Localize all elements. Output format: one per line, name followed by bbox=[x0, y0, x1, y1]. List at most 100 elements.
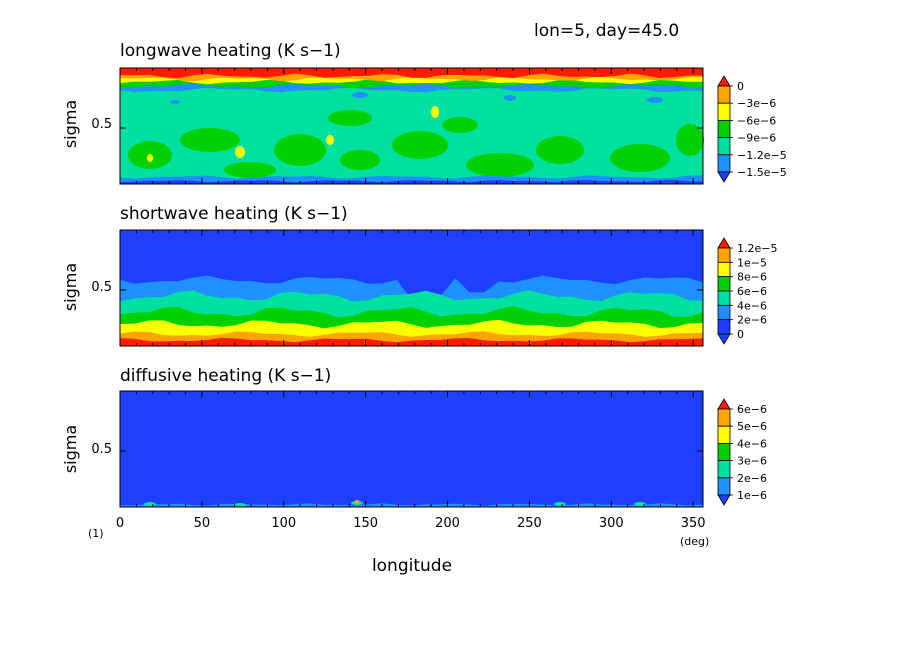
colorbar-label: 6e−6 bbox=[737, 403, 767, 416]
colorbar-extend-top bbox=[717, 398, 731, 410]
colorbar-diffusive: 6e−6 5e−6 4e−6 3e−6 2e−6 1e−6 bbox=[717, 398, 767, 506]
panel-title-longwave: longwave heating (K s−1) bbox=[120, 41, 341, 61]
contour-blob bbox=[352, 92, 368, 98]
contour-blob bbox=[147, 154, 153, 162]
plot-frame bbox=[119, 229, 704, 347]
x-tick-label: 150 bbox=[353, 516, 378, 531]
ylabel-diffusive: sigma bbox=[61, 425, 80, 473]
colorbar-extend-top bbox=[717, 237, 731, 249]
panel-title-shortwave: shortwave heating (K s−1) bbox=[120, 204, 348, 224]
x-tick-labels: 0 50 100 150 200 250 300 350 bbox=[116, 516, 706, 531]
plot-area-longwave bbox=[119, 67, 704, 185]
x-unit-label: (deg) bbox=[680, 535, 709, 548]
colorbar-label: 1e−6 bbox=[737, 489, 767, 502]
x-tick-label: 250 bbox=[517, 516, 542, 531]
contour-band bbox=[120, 179, 703, 184]
colorbar-label: 4e−6 bbox=[737, 437, 767, 450]
plot-frame bbox=[119, 67, 704, 185]
contour-blob bbox=[224, 162, 276, 178]
colorbar-segment bbox=[717, 247, 731, 263]
contour-blob bbox=[431, 106, 439, 118]
plot-area-diffusive bbox=[119, 390, 704, 508]
colorbar-segment bbox=[717, 276, 731, 292]
contour-blob bbox=[326, 135, 334, 145]
contour-blob bbox=[180, 128, 240, 152]
contour-band bbox=[120, 68, 703, 79]
contour-blob bbox=[340, 150, 380, 170]
colorbar-label: 0 bbox=[737, 328, 744, 341]
x-tick-label: 300 bbox=[599, 516, 624, 531]
colorbar-label: 6e−6 bbox=[737, 285, 767, 298]
colorbar-segment bbox=[717, 120, 731, 139]
colorbar-extend-top bbox=[717, 75, 731, 87]
colorbar-label: −3e−6 bbox=[737, 97, 776, 110]
x-axis-label: longitude bbox=[372, 556, 452, 576]
colorbar-label: −1.2e−5 bbox=[737, 149, 787, 162]
ytick-diffusive: 0.5 bbox=[91, 442, 112, 457]
contour-blob bbox=[170, 100, 180, 104]
colorbar-shortwave: 1.2e−51e−5 8e−66e−64e−6 2e−60 bbox=[717, 237, 777, 345]
panel-index-label: (1) bbox=[88, 527, 104, 540]
colorbar-label: 3e−6 bbox=[737, 455, 767, 468]
contour-band bbox=[120, 337, 703, 346]
plot-area-shortwave bbox=[119, 229, 704, 347]
field-background bbox=[120, 391, 703, 507]
colorbar-label: 5e−6 bbox=[737, 420, 767, 433]
colorbar-label: 1.2e−5 bbox=[737, 242, 777, 255]
contour-blob bbox=[647, 97, 663, 103]
colorbar-segment bbox=[717, 319, 731, 335]
contour-blob bbox=[234, 503, 246, 507]
panel-longwave: longwave heating (K s−1) sigma 0.5 0 −3e−… bbox=[61, 41, 787, 185]
ylabel-shortwave: sigma bbox=[61, 263, 80, 311]
contour-blob bbox=[235, 146, 245, 158]
colorbar-segment bbox=[717, 290, 731, 306]
colorbar-segment bbox=[717, 425, 731, 444]
contour-blob bbox=[634, 502, 646, 506]
contour-blob bbox=[504, 95, 516, 101]
colorbar-segment bbox=[717, 85, 731, 104]
x-tick-label: 350 bbox=[681, 516, 706, 531]
colorbar-extend-bottom bbox=[717, 494, 731, 506]
contour-blob bbox=[144, 502, 156, 506]
figure-annotation: lon=5, day=45.0 bbox=[534, 21, 679, 41]
contour-blob bbox=[442, 117, 478, 133]
panel-shortwave: shortwave heating (K s−1) sigma 0.5 1.2e… bbox=[61, 204, 777, 347]
colorbar-segment bbox=[717, 102, 731, 121]
contour-blob bbox=[676, 124, 704, 156]
colorbar-label: 1e−5 bbox=[737, 256, 767, 269]
colorbar-segment bbox=[717, 460, 731, 479]
panel-title-diffusive: diffusive heating (K s−1) bbox=[120, 366, 331, 386]
x-tick-label: 50 bbox=[194, 516, 211, 531]
contour-band bbox=[120, 503, 703, 507]
colorbar-longwave: 0 −3e−6 −6e−6 −9e−6 −1.2e−5 −1.5e−5 bbox=[717, 75, 787, 183]
colorbar-extend-bottom bbox=[717, 333, 731, 345]
colorbar-label: 0 bbox=[737, 80, 744, 93]
contour-blob bbox=[328, 110, 372, 126]
colorbar-label: 2e−6 bbox=[737, 314, 767, 327]
contour-blob bbox=[466, 153, 534, 177]
colorbar-label: 4e−6 bbox=[737, 299, 767, 312]
contour-blob bbox=[610, 144, 670, 172]
colorbar-segment bbox=[717, 442, 731, 461]
colorbar-label: −9e−6 bbox=[737, 132, 776, 145]
ytick-shortwave: 0.5 bbox=[91, 280, 112, 295]
x-tick-label: 200 bbox=[435, 516, 460, 531]
x-tick-label: 100 bbox=[271, 516, 296, 531]
colorbar-label: −6e−6 bbox=[737, 114, 776, 127]
colorbar-label: −1.5e−5 bbox=[737, 166, 787, 179]
x-tick-label: 0 bbox=[116, 516, 124, 531]
colorbar-segment bbox=[717, 477, 731, 496]
colorbar-segment bbox=[717, 408, 731, 427]
contour-blob bbox=[392, 131, 448, 159]
ytick-longwave: 0.5 bbox=[91, 117, 112, 132]
contour-blob bbox=[354, 500, 360, 504]
panel-diffusive: diffusive heating (K s−1) sigma 0.5 6e−6… bbox=[61, 366, 767, 531]
plot-frame bbox=[119, 390, 704, 508]
colorbar-segment bbox=[717, 154, 731, 173]
colorbar-segment bbox=[717, 137, 731, 156]
colorbar-segment bbox=[717, 261, 731, 278]
colorbar-label: 8e−6 bbox=[737, 271, 767, 284]
contour-blob bbox=[274, 134, 326, 166]
contour-blob bbox=[536, 136, 584, 164]
